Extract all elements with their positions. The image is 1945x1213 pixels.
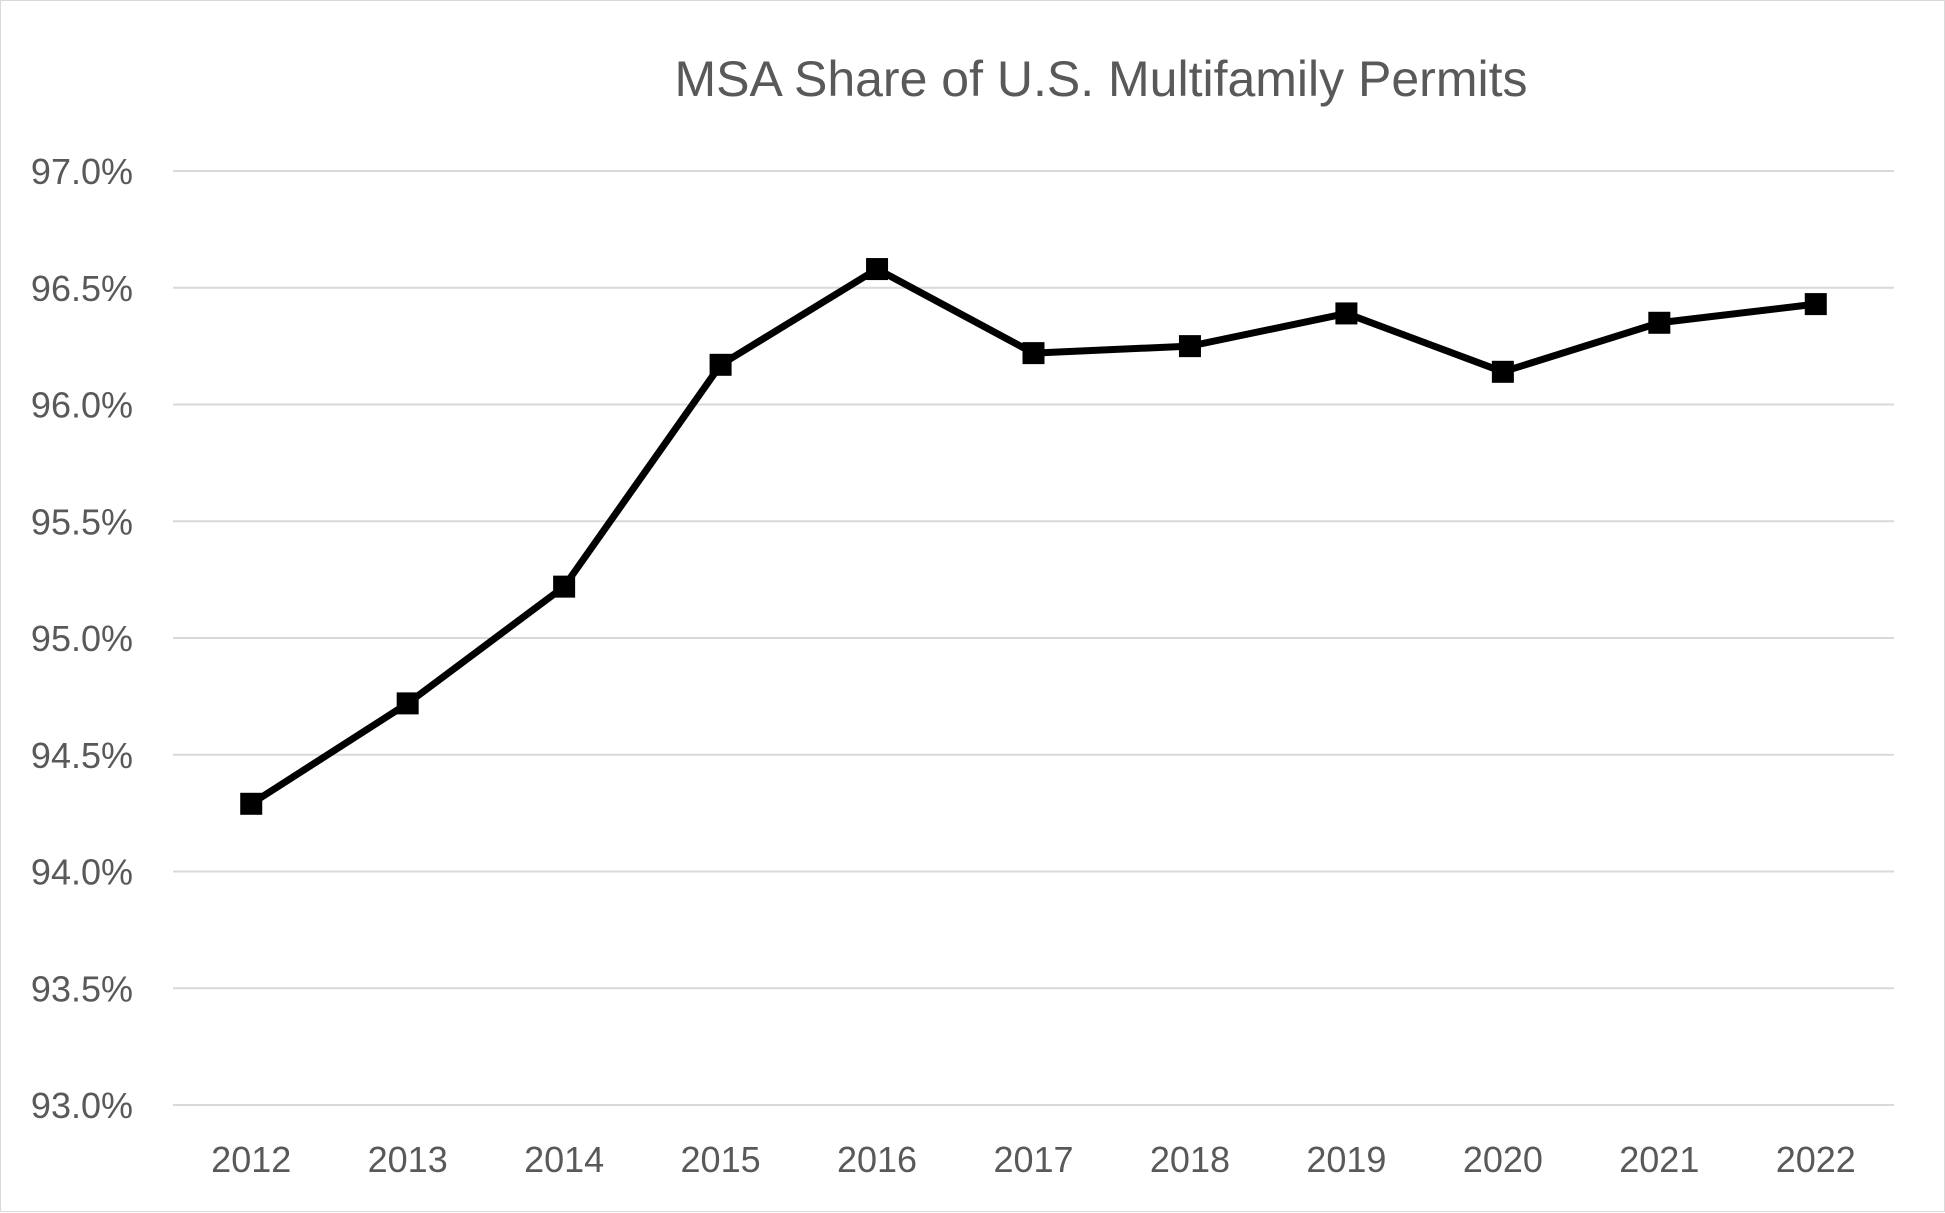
- data-point-marker: [709, 353, 732, 376]
- y-tick-label: 94.5%: [31, 735, 133, 776]
- y-tick-label: 95.5%: [31, 501, 133, 542]
- y-tick-label: 93.5%: [31, 968, 133, 1009]
- data-point-marker: [240, 792, 263, 815]
- data-point-marker: [1491, 360, 1514, 383]
- data-point-marker: [553, 575, 576, 598]
- x-tick-label: 2019: [1306, 1139, 1386, 1180]
- x-tick-label: 2018: [1150, 1139, 1230, 1180]
- x-tick-label: 2014: [524, 1139, 604, 1180]
- x-tick-label: 2017: [993, 1139, 1073, 1180]
- series-layer: [240, 258, 1827, 815]
- y-tick-label: 96.5%: [31, 268, 133, 309]
- gridlines: [173, 170, 1894, 1106]
- data-point-marker: [1335, 302, 1358, 325]
- x-tick-label: 2013: [368, 1139, 448, 1180]
- x-tick-label: 2021: [1619, 1139, 1699, 1180]
- data-point-marker: [866, 258, 889, 281]
- y-axis-tick-labels: 93.0% 93.5% 94.0% 94.5% 95.0% 95.5% 96.0% 96.5%…: [31, 151, 133, 1126]
- y-tick-label: 94.0%: [31, 852, 133, 893]
- y-tick-label: 96.0%: [31, 385, 133, 426]
- y-tick-label: 97.0%: [31, 151, 133, 192]
- x-tick-label: 2020: [1463, 1139, 1543, 1180]
- x-tick-label: 2012: [211, 1139, 291, 1180]
- data-point-marker: [1648, 311, 1671, 334]
- data-point-marker: [1804, 293, 1827, 316]
- x-tick-label: 2015: [681, 1139, 761, 1180]
- y-tick-label: 93.0%: [31, 1085, 133, 1126]
- data-point-marker: [1178, 335, 1201, 358]
- y-tick-label: 95.0%: [31, 618, 133, 659]
- x-axis-tick-labels: 2012 2013 2014 2015 2016 2017 2018 2019 2020 2021…: [211, 1139, 1856, 1180]
- chart-title: MSA Share of U.S. Multifamily Permits: [674, 51, 1527, 107]
- x-tick-label: 2022: [1776, 1139, 1856, 1180]
- data-point-marker: [396, 692, 419, 715]
- x-tick-label: 2016: [837, 1139, 917, 1180]
- data-point-marker: [1022, 342, 1045, 365]
